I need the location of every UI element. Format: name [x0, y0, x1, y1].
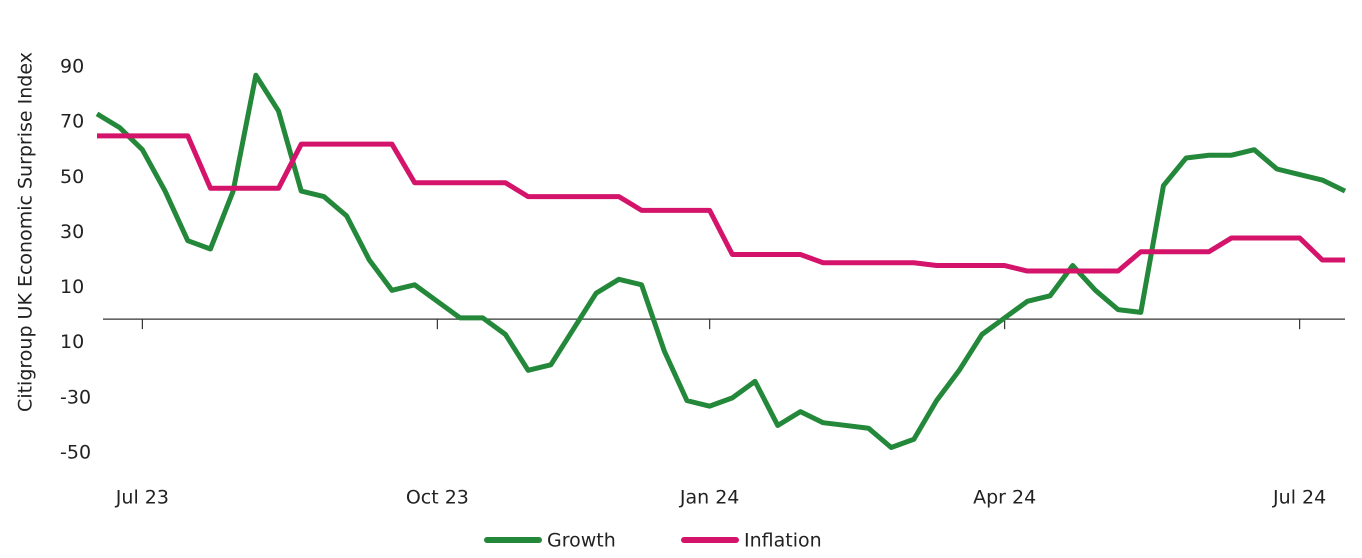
y-axis-label: Citigroup UK Economic Surprise Index	[15, 52, 37, 412]
x-tick-label: Jul 23	[115, 487, 169, 509]
x-tick-label: Jan 24	[679, 487, 740, 509]
x-tick-label: Oct 23	[406, 487, 469, 509]
y-tick-label: 70	[60, 111, 84, 133]
legend-label: Inflation	[744, 530, 822, 552]
x-tick-label: Apr 24	[973, 487, 1036, 509]
y-tick-label: 10	[60, 331, 84, 353]
y-tick-label: 90	[60, 55, 84, 77]
y-tick-label: 30	[60, 221, 84, 243]
y-tick-label: 10	[60, 276, 84, 298]
y-tick-label: -50	[60, 442, 91, 464]
y-tick-label: -30	[60, 386, 91, 408]
series-line	[95, 72, 1347, 451]
series-line	[97, 133, 1345, 274]
x-tick-label: Jul 24	[1272, 487, 1326, 509]
legend-label: Growth	[547, 530, 616, 552]
y-tick-label: 50	[60, 166, 84, 188]
